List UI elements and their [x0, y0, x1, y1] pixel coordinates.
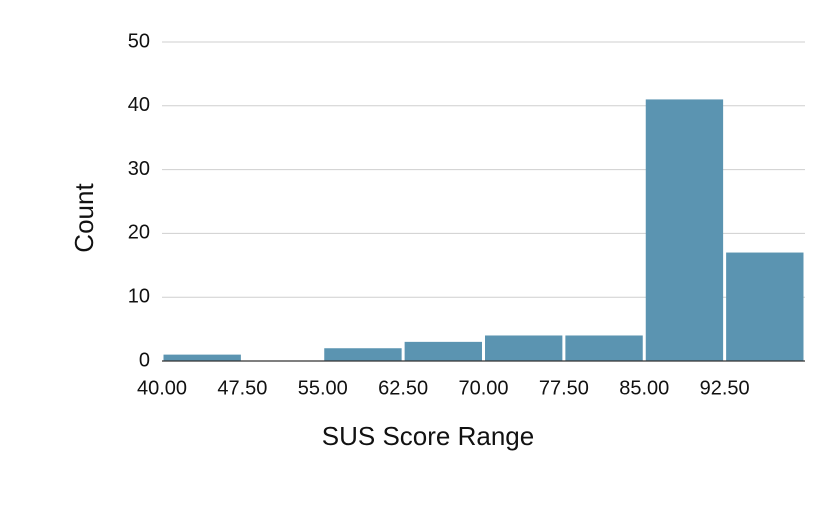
bar [163, 354, 241, 361]
bar [404, 341, 482, 361]
bar [645, 99, 724, 362]
y-tick-label: 20 [128, 222, 150, 244]
y-tick-label: 0 [139, 349, 150, 371]
y-tick-label: 10 [128, 285, 150, 307]
bar [565, 335, 643, 361]
y-tick-label: 30 [128, 158, 150, 180]
bar [324, 348, 402, 361]
x-tick-label: 40.00 [137, 377, 187, 399]
x-axis-title: SUS Score Range [322, 421, 534, 451]
y-tick-label: 50 [128, 30, 150, 52]
y-tick-label: 40 [128, 94, 150, 116]
bar [726, 252, 804, 361]
x-tick-label: 62.50 [378, 377, 428, 399]
y-axis-title: Count [69, 183, 99, 253]
bar [485, 335, 563, 361]
x-tick-label: 92.50 [700, 377, 750, 399]
x-tick-label: 85.00 [619, 377, 669, 399]
x-tick-label: 55.00 [298, 377, 348, 399]
x-tick-label: 77.50 [539, 377, 589, 399]
x-tick-label: 70.00 [458, 377, 508, 399]
x-tick-label: 47.50 [217, 377, 267, 399]
